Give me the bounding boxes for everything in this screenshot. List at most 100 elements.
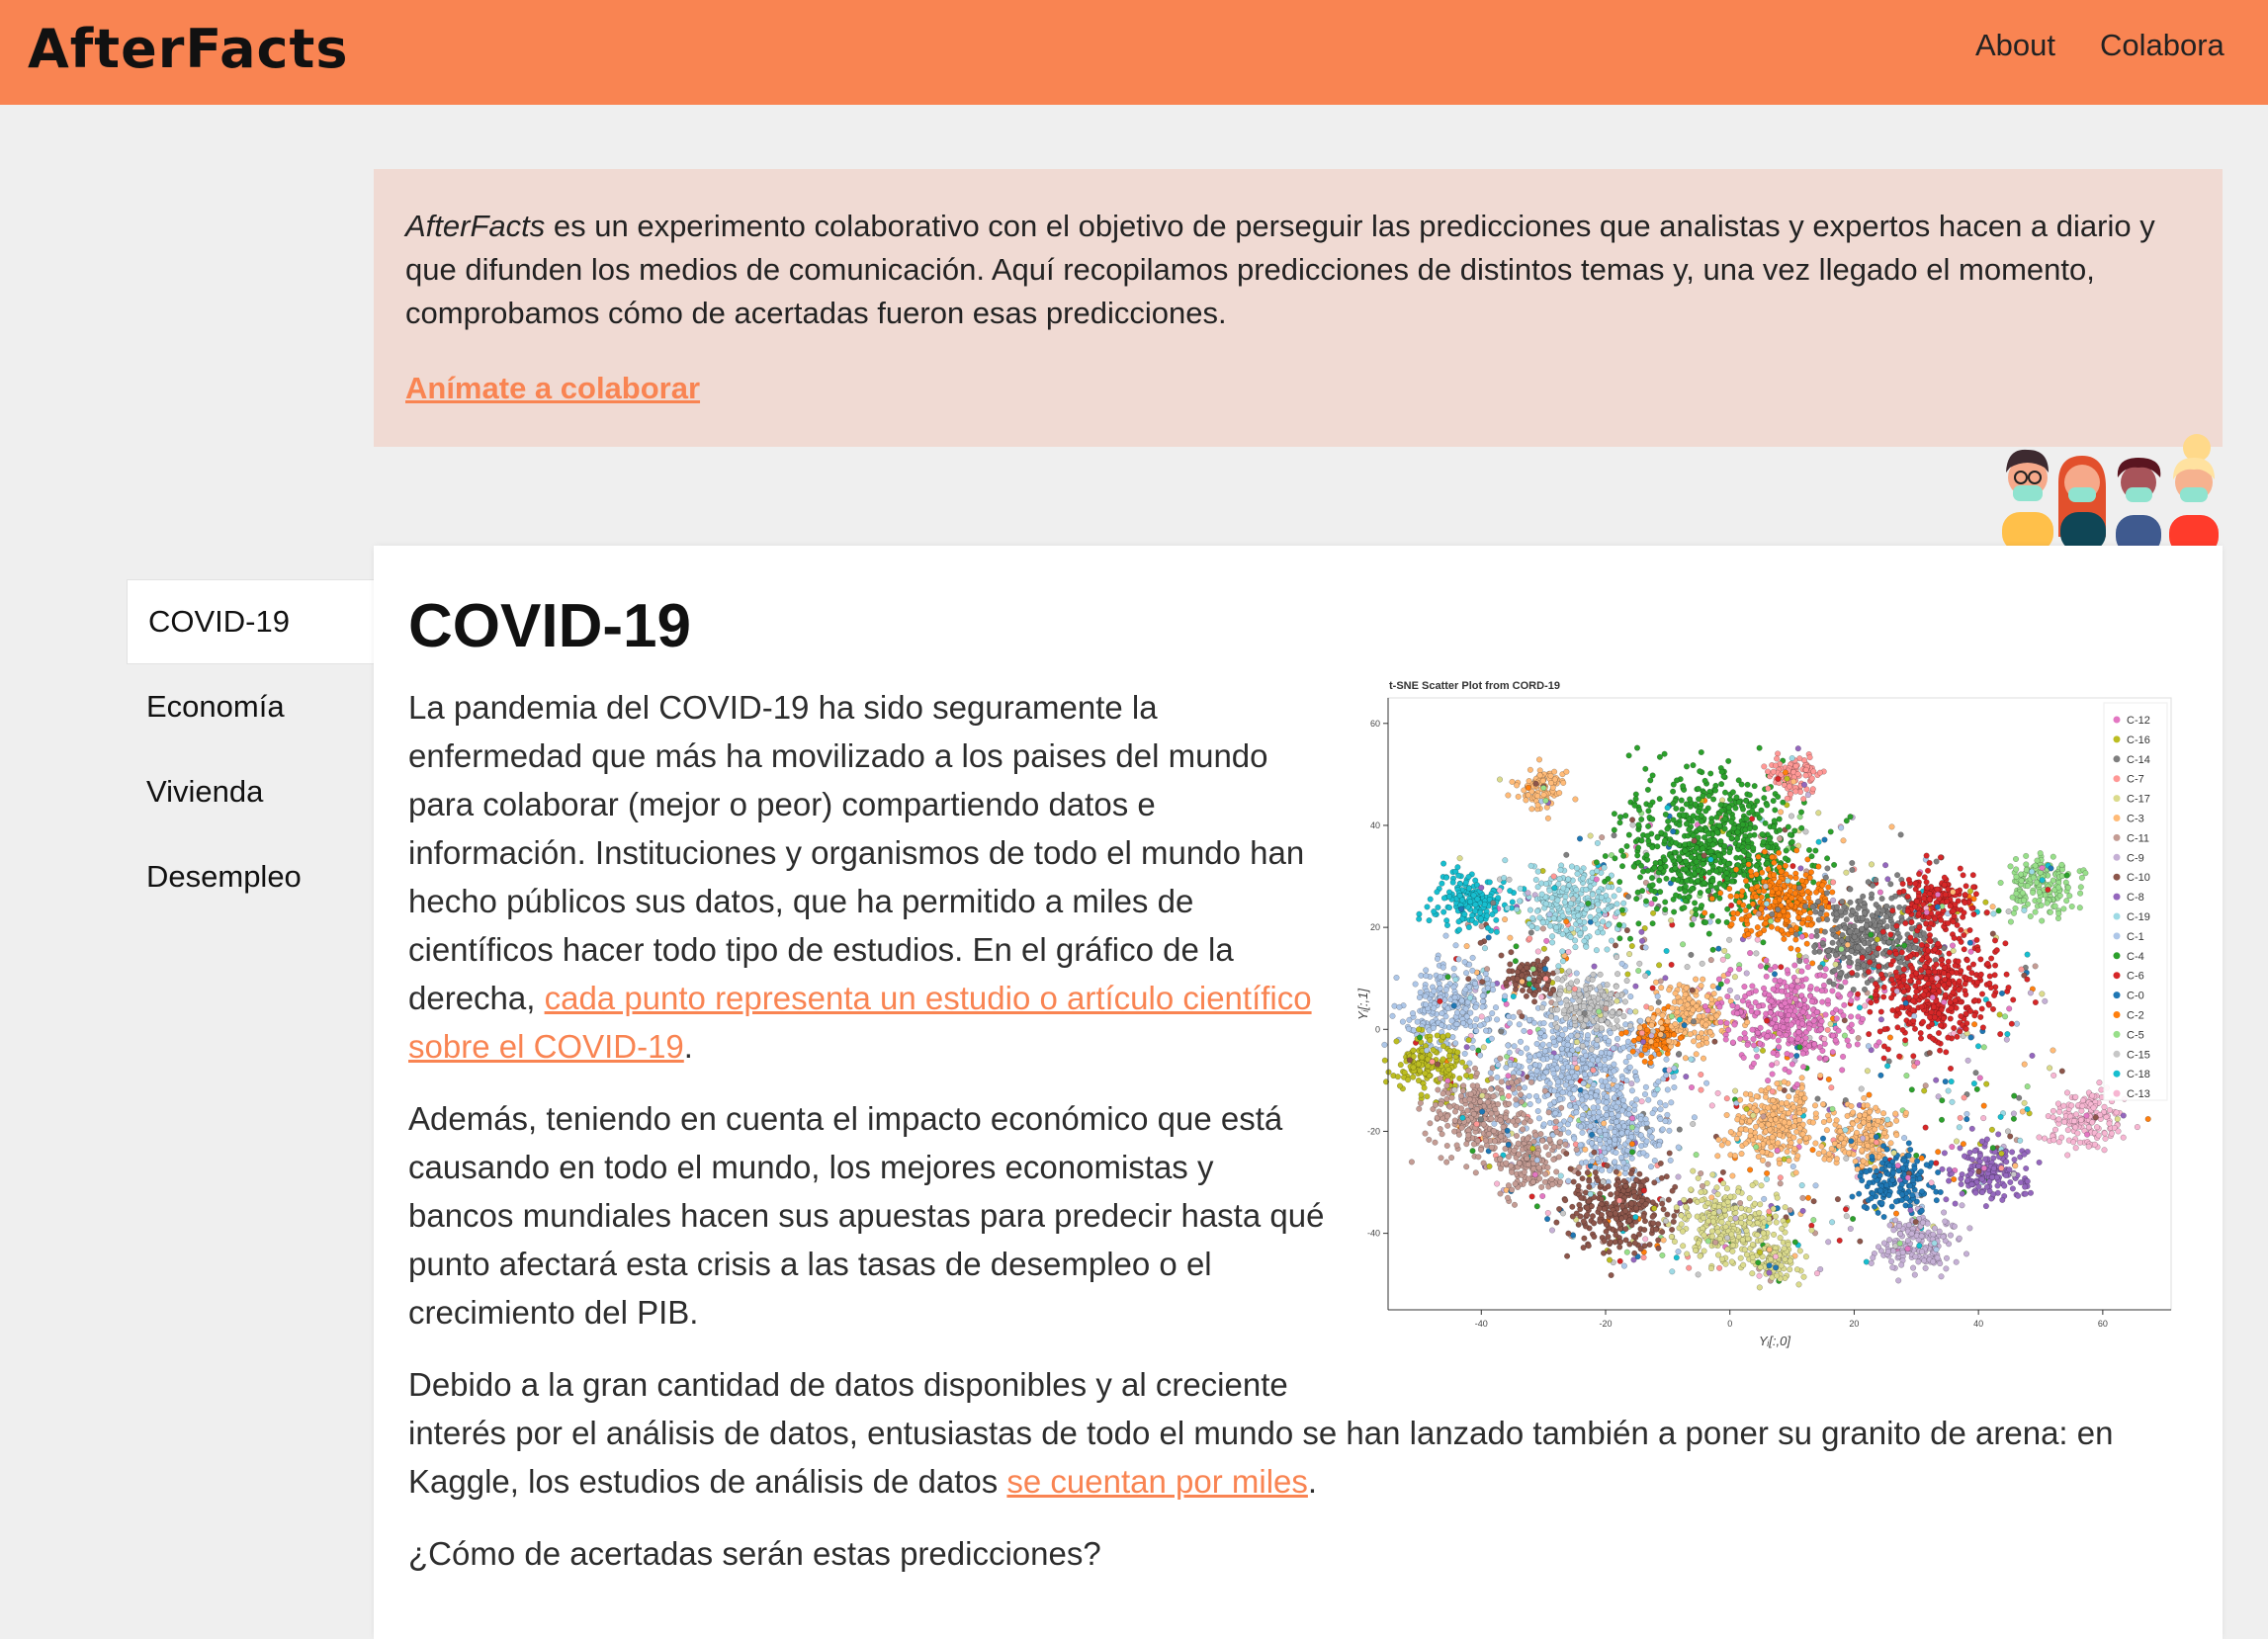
scatter-point (1571, 1014, 1578, 1022)
nav-about[interactable]: About (1975, 28, 2056, 62)
scatter-point (1415, 1061, 1422, 1068)
scatter-point (1967, 1034, 1974, 1041)
scatter-point (1644, 832, 1651, 839)
sidebar-item-covid-19[interactable]: COVID-19 (127, 579, 374, 664)
scatter-point (1850, 1215, 1857, 1223)
scatter-point (1788, 926, 1794, 933)
scatter-point (1627, 993, 1634, 1000)
scatter-point (1624, 971, 1631, 978)
scatter-point (1533, 983, 1540, 990)
scatter-point (1762, 920, 1769, 927)
scatter-point (1577, 1123, 1584, 1130)
scatter-point (1455, 926, 1463, 933)
scatter-point (1533, 1040, 1540, 1047)
scatter-point (1605, 875, 1612, 883)
scatter-point (1594, 867, 1601, 875)
scatter-point (1648, 1032, 1655, 1039)
scatter-point (1717, 838, 1724, 845)
scatter-point (1492, 1106, 1499, 1113)
scatter-point (1530, 1138, 1537, 1145)
scatter-point (1556, 876, 1563, 883)
scatter-point (1744, 1019, 1751, 1026)
scatter-point (1453, 1009, 1461, 1016)
scatter-point (1948, 1078, 1955, 1085)
scatter-point (1477, 915, 1484, 922)
scatter-point (1569, 1203, 1576, 1210)
scatter-point (1480, 1044, 1487, 1051)
sidebar-item-economia[interactable]: Economía (146, 689, 285, 724)
scatter-point (1681, 1022, 1688, 1029)
scatter-point (1690, 1018, 1698, 1025)
scatter-point (1882, 862, 1889, 869)
scatter-point (1792, 924, 1799, 931)
scatter-point (1534, 868, 1541, 875)
scatter-point (1583, 886, 1590, 893)
scatter-point (1765, 1104, 1772, 1111)
scatter-point (1531, 1171, 1538, 1178)
scatter-point (1631, 1250, 1638, 1256)
scatter-point (1746, 912, 1753, 919)
scatter-point (1643, 1138, 1650, 1145)
scatter-point (1627, 1170, 1634, 1177)
scatter-point (1494, 1074, 1501, 1080)
scatter-point (1806, 909, 1814, 916)
collaborate-link[interactable]: Anímate a colaborar (405, 371, 701, 405)
scatter-point (1600, 1250, 1608, 1256)
scatter-point (1668, 1099, 1675, 1106)
scatter-point (1463, 943, 1470, 950)
scatter-point (1539, 919, 1546, 926)
scatter-point (1589, 1213, 1597, 1220)
scatter-point (1504, 1127, 1511, 1134)
sidebar-item-vivienda[interactable]: Vivienda (146, 774, 264, 809)
scatter-point (1666, 1127, 1673, 1134)
scatter-point (1527, 862, 1534, 869)
scatter-point (1768, 917, 1775, 924)
scatter-point (1793, 847, 1800, 854)
scatter-point (1396, 1082, 1404, 1089)
scatter-point (1788, 813, 1795, 820)
scatter-point (1405, 1025, 1412, 1032)
scatter-point (1756, 815, 1763, 821)
scatter-point (2019, 1108, 2026, 1115)
scatter-point (1608, 872, 1614, 879)
scatter-point (1508, 1078, 1515, 1086)
scatter-point (1578, 902, 1585, 908)
scatter-point (1635, 920, 1642, 927)
scatter-point (1755, 910, 1762, 917)
scatter-point (1744, 837, 1751, 844)
scatter-point (1653, 906, 1660, 912)
scatter-point (1565, 1129, 1572, 1136)
scatter-point (1591, 1233, 1598, 1241)
scatter-point (1733, 866, 1740, 873)
person-1 (2002, 449, 2053, 547)
scatter-point (1517, 898, 1524, 905)
scatter-point (1547, 1013, 1554, 1020)
scatter-point (1449, 879, 1456, 886)
scatter-point (1565, 1177, 1572, 1184)
scatter-point (1531, 998, 1538, 1005)
scatter-point (1465, 885, 1472, 892)
scatter-point (1815, 838, 1822, 845)
scatter-point (1530, 1165, 1537, 1172)
intro-banner: AfterFacts es un experimento colaborativ… (374, 169, 2223, 447)
scatter-point (1791, 890, 1798, 897)
scatter-point (1613, 1168, 1619, 1175)
scatter-point (1458, 1124, 1465, 1131)
scatter-point (1589, 1140, 1596, 1147)
scatter-point (1473, 1121, 1480, 1128)
scatter-point (1582, 1105, 1589, 1112)
nav-colabora[interactable]: Colabora (2100, 28, 2224, 62)
scatter-point (1812, 1182, 1819, 1189)
logo[interactable]: AfterFacts (28, 18, 349, 80)
sidebar-item-desempleo[interactable]: Desempleo (146, 859, 302, 894)
scatter-point (1808, 853, 1815, 860)
scatter-point (1438, 1100, 1444, 1107)
scatter-point (1787, 1207, 1793, 1214)
scatter-point (1528, 923, 1535, 930)
scatter-point (1840, 837, 1847, 844)
scatter-point (1443, 1159, 1450, 1165)
scatter-point (1638, 1143, 1645, 1150)
scatter-point (1538, 1004, 1546, 1011)
scatter-point (1614, 971, 1621, 978)
scatter-point (1548, 1175, 1555, 1182)
